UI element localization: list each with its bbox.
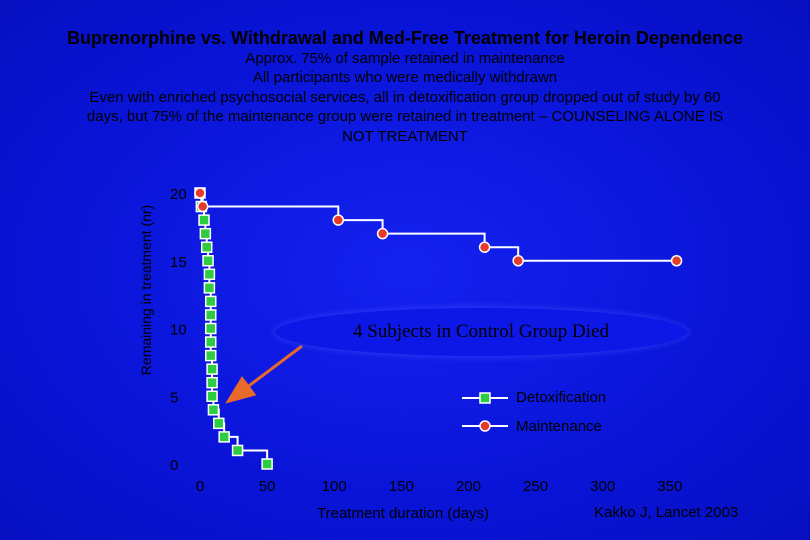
- detoxification-point: [204, 309, 217, 321]
- annotation-ellipse: 4 Subjects in Control Group Died: [275, 308, 687, 356]
- x-tick-label: 100: [322, 478, 347, 495]
- detoxification-point: [204, 336, 217, 348]
- annotation-text: 4 Subjects in Control Group Died: [353, 321, 609, 342]
- x-tick-label: 50: [259, 478, 276, 495]
- annotation-arrow: [225, 344, 303, 404]
- detoxification-point: [203, 268, 216, 281]
- detoxification-point: [206, 363, 218, 375]
- detoxification-point: [213, 417, 225, 430]
- subtitle-line-3: Even with enriched psychosocial services…: [89, 89, 721, 106]
- detoxification-point: [200, 241, 213, 253]
- subtitle-line-1: Approx. 75% of sample retained in mainte…: [245, 50, 565, 67]
- detoxification-point: [231, 444, 244, 457]
- x-tick-label: 200: [456, 478, 481, 495]
- y-tick-label: 0: [170, 457, 178, 474]
- legend-label-maintenance: Maintenance: [516, 418, 602, 435]
- detoxification-point: [206, 376, 218, 389]
- legend-label-detoxification: Detoxification: [516, 389, 607, 406]
- detoxification-point: [206, 390, 218, 402]
- detoxification-point: [261, 458, 273, 470]
- legend: [462, 392, 508, 432]
- detoxification-point: [204, 295, 217, 308]
- maintenance-point: [512, 255, 524, 267]
- x-tick-label: 350: [657, 478, 682, 495]
- subtitle-line-4: days, but 75% of the maintenance group w…: [86, 108, 724, 125]
- maintenance-point: [478, 241, 491, 253]
- slide-title: Buprenorphine vs. Withdrawal and Med-Fre…: [67, 28, 743, 48]
- x-tick-label: 0: [196, 478, 204, 495]
- citation: Kakko J, Lancet 2003: [594, 504, 739, 521]
- legend-marker-detoxification: [479, 392, 491, 404]
- detoxification-point: [207, 404, 220, 416]
- y-tick-label: 20: [170, 186, 187, 203]
- y-tick-label: 5: [170, 389, 178, 406]
- x-tick-label: 300: [590, 478, 615, 495]
- detoxification-point: [204, 322, 217, 335]
- detoxification-point: [204, 349, 217, 362]
- maintenance-point: [670, 255, 683, 267]
- maintenance-point: [196, 200, 209, 213]
- subtitle-line-2: All participants who were medically with…: [252, 69, 558, 86]
- maintenance-point: [194, 187, 206, 199]
- series: [194, 187, 683, 470]
- detoxification-point: [202, 255, 214, 267]
- x-tick-label: 150: [389, 478, 414, 495]
- legend-marker-maintenance: [479, 420, 491, 432]
- detoxification-point: [203, 282, 216, 294]
- x-axis-label: Treatment duration (days): [317, 505, 490, 522]
- detoxification-point: [199, 227, 212, 240]
- y-tick-label: 10: [170, 322, 187, 339]
- x-tick-label: 250: [523, 478, 548, 495]
- maintenance-point: [376, 227, 389, 240]
- detoxification-point: [218, 431, 230, 443]
- detoxification-point: [198, 214, 210, 226]
- y-tick-label: 15: [170, 254, 187, 271]
- maintenance-step-line: [200, 192, 677, 262]
- subtitle-line-5: NOT TREATMENT: [342, 128, 468, 145]
- maintenance-point: [332, 214, 345, 226]
